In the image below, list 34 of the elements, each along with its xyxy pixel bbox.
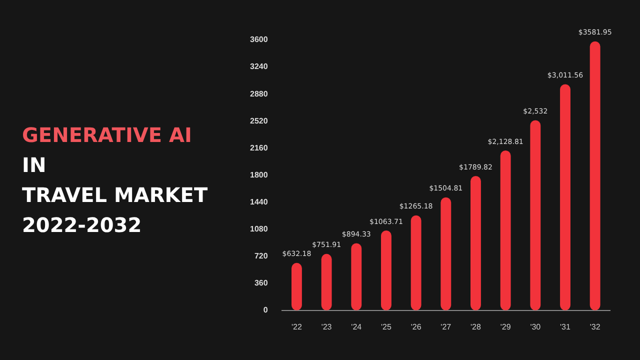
bar xyxy=(291,262,302,310)
text: GENERATIVE AI IN TRAVEL MARKET 2022-2032 xyxy=(22,122,208,239)
y-tick-label: 0 xyxy=(263,306,268,315)
y-tick-label: 360 xyxy=(254,278,268,288)
x-tick-label: '25 xyxy=(381,322,392,332)
bar xyxy=(381,230,392,310)
y-tick-label: 2880 xyxy=(250,89,268,98)
y-tick-label: 1440 xyxy=(250,197,268,206)
y-tick-label: 1800 xyxy=(250,170,268,180)
x-tick-label: '27 xyxy=(440,322,452,332)
x-tick-label: '28 xyxy=(470,322,482,332)
y-tick-label: 1080 xyxy=(250,224,268,234)
bar xyxy=(321,254,332,310)
y-tick-label: 720 xyxy=(254,252,268,261)
x-tick-label: '31 xyxy=(560,322,572,332)
bar xyxy=(590,41,600,310)
bar xyxy=(440,197,452,310)
y-tick-label: 3600 xyxy=(250,35,268,44)
x-tick-label: '24 xyxy=(351,322,362,332)
y-tick-label: 3240 xyxy=(250,62,268,72)
bar xyxy=(530,120,541,310)
x-tick-label: '29 xyxy=(500,322,512,332)
y-tick-label: 2520 xyxy=(250,116,268,126)
bar xyxy=(351,243,362,310)
x-tick-label: '32 xyxy=(590,322,601,332)
x-tick-label: '26 xyxy=(410,322,422,332)
bar xyxy=(560,84,570,310)
x-tick-label: '30 xyxy=(530,322,542,332)
x-tick-label: '22 xyxy=(291,322,302,332)
x-tick-label: '23 xyxy=(321,322,332,332)
bar xyxy=(500,150,511,310)
y-tick-label: 2160 xyxy=(250,143,268,152)
bar xyxy=(410,215,422,310)
bar xyxy=(470,176,481,310)
